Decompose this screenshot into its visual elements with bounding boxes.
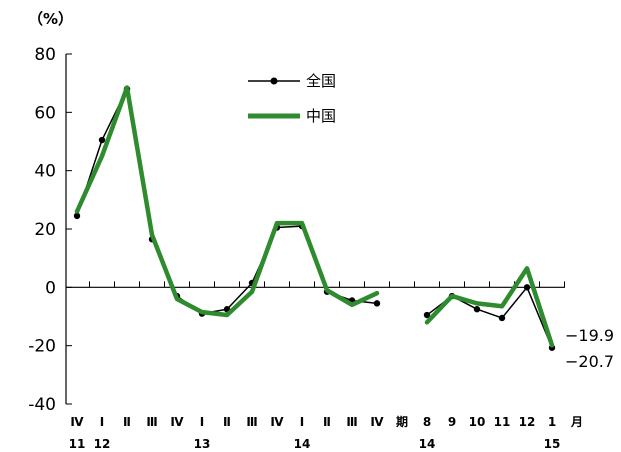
annotation-zenkoku-last: −20.7 [565,352,614,371]
x-tick-label: Ⅰ [100,415,104,429]
x-year-label: 11 [69,437,86,451]
x-tick-label: Ⅳ [270,415,284,429]
y-tick-label: -20 [28,337,56,357]
x-tick-label: 12 [519,415,536,429]
annotation-chugoku-last: −19.9 [565,326,614,345]
legend-label-chugoku: 中国 [306,107,336,125]
series-point-0 [98,136,106,144]
y-tick-label: 40 [34,162,56,182]
x-tick-label: 1 [548,415,556,429]
x-tick-label: 8 [423,415,431,429]
x-tick-label: Ⅲ [346,415,357,429]
series-line-0 [426,286,553,349]
x-tick-label: 9 [448,415,456,429]
x-tick-label: Ⅳ [70,415,84,429]
x-year-label: 14 [294,437,311,451]
y-tick-label: 60 [34,103,56,123]
x-tick-label: Ⅲ [246,415,257,429]
x-tick-label: Ⅱ [323,415,331,429]
series-point-0 [473,306,481,313]
y-tick-label: 20 [34,220,56,240]
x-tick-label: 10 [469,415,486,429]
legend-label-zenkoku: 全国 [306,72,336,90]
x-tick-label: Ⅰ [300,415,304,429]
x-tick-label: Ⅲ [146,415,157,429]
x-year-label: 13 [194,437,211,451]
x-year-label: 12 [94,437,111,451]
legend-marker-zenkoku [270,77,278,85]
series-point-0 [373,300,381,307]
x-tick-label: Ⅳ [170,415,184,429]
unit-label: （%） [28,10,73,28]
series-point-0 [498,314,506,322]
series-point-0 [423,311,431,319]
series-point-0 [523,284,531,291]
series-line-1 [424,266,555,348]
x-tick-label: Ⅳ [370,415,384,429]
x-tick-label: Ⅰ [200,415,204,429]
y-tick-label: 80 [34,45,56,65]
x-tick-label: Ⅱ [123,415,131,429]
x-tick-label: 11 [494,415,511,429]
legend: 全国 中国 [248,72,336,125]
series-line-1 [74,85,380,318]
x-year-label: 15 [544,437,561,451]
x-tick-label: 期 [396,414,408,429]
x-tick-label: Ⅱ [223,415,231,429]
x-tick-label: 月 [570,415,583,429]
x-year-label: 14 [419,437,436,451]
y-tick-label: 0 [45,278,56,298]
series-point-0 [73,212,81,220]
y-tick-label: -40 [28,395,56,415]
series-lines [73,85,556,351]
